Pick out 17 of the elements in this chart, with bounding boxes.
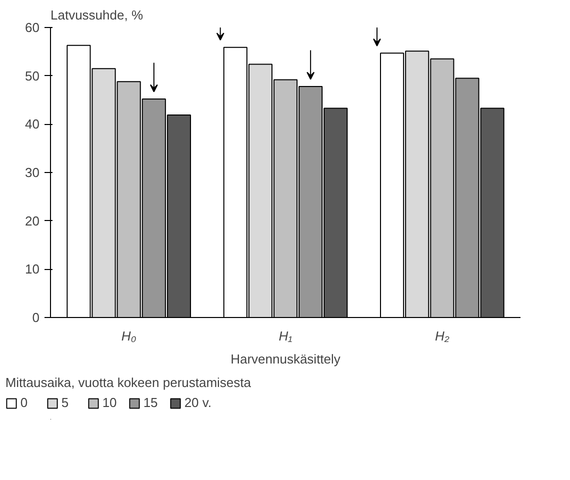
x-tick-label: H₂ <box>434 328 450 344</box>
y-tick-label: 60 <box>25 20 40 35</box>
legend-label: 15 <box>143 395 159 410</box>
x-tick-label: H₀ <box>121 328 137 344</box>
legend-label: 20 v. <box>184 395 212 410</box>
legend-title: Mittausaika, vuotta kokeen perustamisesta <box>5 375 252 390</box>
y-tick-label: 40 <box>25 116 40 132</box>
y-tick-label: 20 <box>25 213 40 228</box>
legend-label: 10 <box>102 395 118 410</box>
y-tick-label: 0 <box>32 310 40 325</box>
y-tick-label: 30 <box>25 165 40 180</box>
x-axis-title: Harvennuskäsittely <box>230 352 341 366</box>
y-axis-title: Latvussuhde, % <box>50 8 144 22</box>
y-tick-label: 10 <box>25 262 40 277</box>
legend-label: 5 <box>61 395 70 410</box>
x-tick-label: H₁ <box>278 328 292 344</box>
y-tick-label: 50 <box>25 68 40 84</box>
